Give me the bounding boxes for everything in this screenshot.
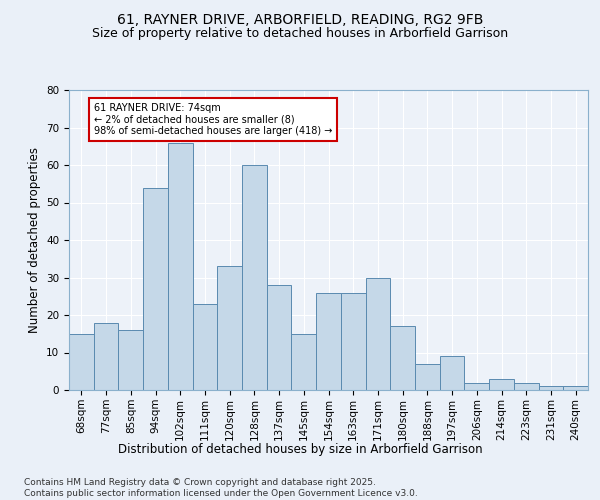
Bar — [267, 285, 292, 390]
Bar — [514, 382, 539, 390]
Text: Distribution of detached houses by size in Arborfield Garrison: Distribution of detached houses by size … — [118, 442, 482, 456]
Bar — [292, 334, 316, 390]
Bar — [94, 322, 118, 390]
Bar — [489, 379, 514, 390]
Bar — [539, 386, 563, 390]
Text: 61 RAYNER DRIVE: 74sqm
← 2% of detached houses are smaller (8)
98% of semi-detac: 61 RAYNER DRIVE: 74sqm ← 2% of detached … — [94, 103, 332, 136]
Bar — [440, 356, 464, 390]
Text: Contains HM Land Registry data © Crown copyright and database right 2025.
Contai: Contains HM Land Registry data © Crown c… — [24, 478, 418, 498]
Bar — [415, 364, 440, 390]
Bar — [316, 292, 341, 390]
Y-axis label: Number of detached properties: Number of detached properties — [28, 147, 41, 333]
Bar — [464, 382, 489, 390]
Bar — [168, 142, 193, 390]
Bar — [69, 334, 94, 390]
Bar — [563, 386, 588, 390]
Bar — [390, 326, 415, 390]
Bar — [143, 188, 168, 390]
Bar — [118, 330, 143, 390]
Bar — [242, 165, 267, 390]
Text: 61, RAYNER DRIVE, ARBORFIELD, READING, RG2 9FB: 61, RAYNER DRIVE, ARBORFIELD, READING, R… — [117, 12, 483, 26]
Bar — [217, 266, 242, 390]
Bar — [341, 292, 365, 390]
Text: Size of property relative to detached houses in Arborfield Garrison: Size of property relative to detached ho… — [92, 28, 508, 40]
Bar — [193, 304, 217, 390]
Bar — [365, 278, 390, 390]
